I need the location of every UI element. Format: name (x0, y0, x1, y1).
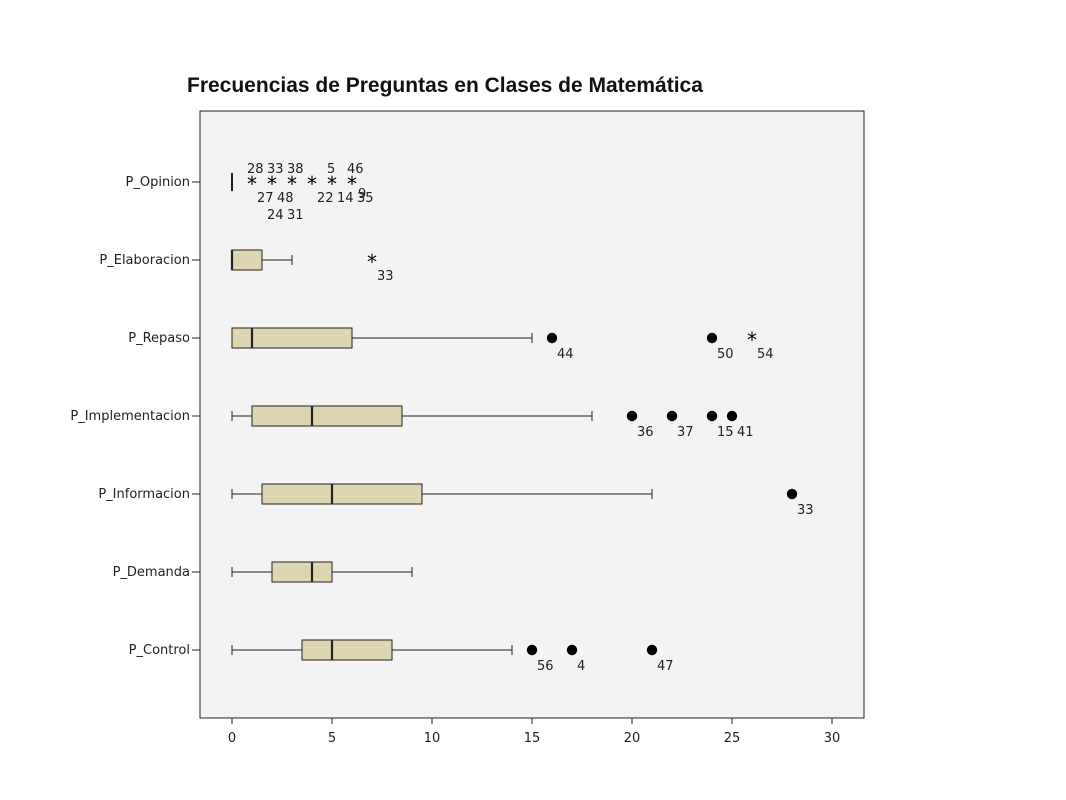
box-P_Implementacion (251, 405, 403, 427)
outlier-label-P_Repaso-1-0: 50 (717, 347, 734, 362)
x-tick-label-10: 10 (424, 731, 441, 746)
x-tick-label-0: 0 (228, 731, 236, 746)
outlier-label-P_Implementacion-0-0: 36 (637, 425, 654, 440)
outlier-label-P_Opinion-0-0: 28 (247, 162, 264, 177)
outlier-star-P_Opinion-1: * (267, 172, 277, 196)
outlier-dot-P_Implementacion-0 (626, 410, 638, 422)
outlier-star-P_Repaso-2: * (747, 328, 757, 352)
outlier-star-P_Opinion-2: * (287, 172, 297, 196)
x-tick-label-25: 25 (724, 731, 741, 746)
y-category-label-P_Opinion: P_Opinion (126, 175, 190, 190)
outlier-label-P_Opinion-1-2: 24 (267, 208, 284, 223)
outlier-label-P_Informacion-0-0: 33 (797, 503, 814, 518)
box-P_Control (301, 639, 393, 661)
outlier-label-P_Opinion-4-1: 14 (337, 191, 354, 206)
outlier-star-P_Opinion-3: * (307, 172, 317, 196)
y-category-label-P_Elaboracion: P_Elaboracion (99, 253, 190, 268)
outlier-label-P_Repaso-2-0: 54 (757, 347, 774, 362)
outlier-dot-P_Implementacion-1 (666, 410, 678, 422)
outlier-label-P_Opinion-5-2: 9 (358, 187, 366, 202)
outlier-label-P_Implementacion-3-0: 41 (737, 425, 754, 440)
outlier-dot-P_Informacion-0 (786, 488, 798, 500)
outlier-dot-P_Implementacion-3 (726, 410, 738, 422)
outlier-star-P_Elaboracion-0: * (367, 250, 377, 274)
outlier-dot-P_Control-2 (646, 644, 658, 656)
outlier-label-P_Opinion-2-1: 31 (287, 208, 304, 223)
outlier-star-P_Opinion-0: * (247, 172, 257, 196)
outlier-label-P_Opinion-5-0: 46 (347, 162, 364, 177)
y-category-label-P_Informacion: P_Informacion (98, 487, 190, 502)
box-P_Demanda (271, 561, 333, 583)
outlier-label-P_Opinion-1-0: 33 (267, 162, 284, 177)
box-P_Repaso (231, 327, 353, 349)
y-category-label-P_Control: P_Control (129, 643, 190, 658)
outlier-label-P_Opinion-3-0: 22 (317, 191, 334, 206)
outlier-label-P_Opinion-0-1: 27 (257, 191, 274, 206)
outlier-dot-P_Control-1 (566, 644, 578, 656)
y-category-label-P_Implementacion: P_Implementacion (70, 409, 190, 424)
chart-title: Frecuencias de Preguntas en Clases de Ma… (187, 74, 703, 97)
outlier-star-P_Opinion-5: * (347, 172, 357, 196)
y-category-label-P_Demanda: P_Demanda (113, 565, 190, 580)
x-tick-label-30: 30 (824, 731, 841, 746)
outlier-label-P_Implementacion-2-0: 15 (717, 425, 734, 440)
outlier-dot-P_Implementacion-2 (706, 410, 718, 422)
x-tick-label-15: 15 (524, 731, 541, 746)
outlier-label-P_Control-2-0: 47 (657, 659, 674, 674)
box-P_Elaboracion (231, 249, 263, 271)
y-category-label-P_Repaso: P_Repaso (128, 331, 190, 346)
outlier-label-P_Control-1-0: 4 (577, 659, 585, 674)
outlier-dot-P_Repaso-1 (706, 332, 718, 344)
x-tick-label-5: 5 (328, 731, 336, 746)
outlier-label-P_Repaso-0-0: 44 (557, 347, 574, 362)
outlier-label-P_Control-0-0: 56 (537, 659, 554, 674)
outlier-label-P_Opinion-1-1: 48 (277, 191, 294, 206)
outlier-star-P_Opinion-4: * (327, 172, 337, 196)
outlier-label-P_Implementacion-1-0: 37 (677, 425, 694, 440)
outlier-dot-P_Control-0 (526, 644, 538, 656)
outlier-label-P_Opinion-2-0: 38 (287, 162, 304, 177)
box-P_Informacion (261, 483, 423, 505)
outlier-label-P_Opinion-4-0: 5 (327, 162, 335, 177)
x-tick-label-20: 20 (624, 731, 641, 746)
outlier-label-P_Elaboracion-0-0: 33 (377, 269, 394, 284)
outlier-label-P_Opinion-5-1: 35 (357, 191, 374, 206)
outlier-dot-P_Repaso-0 (546, 332, 558, 344)
